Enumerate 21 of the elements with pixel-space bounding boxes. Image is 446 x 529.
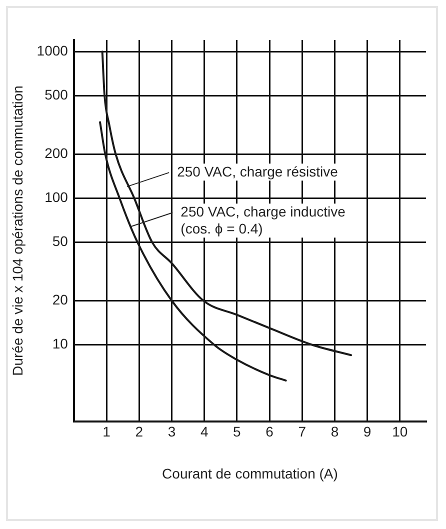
annotation: 250 VAC, charge résistive bbox=[177, 163, 338, 180]
y-tick-label: 100 bbox=[44, 189, 68, 206]
x-tick-label: 9 bbox=[363, 424, 372, 440]
x-tick-label: 4 bbox=[200, 424, 208, 440]
y-axis-title: Durée de vie x 104 opérations de commutation bbox=[9, 86, 26, 376]
x-tick-label: 1 bbox=[102, 424, 111, 440]
y-tick-label: 200 bbox=[44, 144, 68, 161]
x-tick-label: 3 bbox=[168, 424, 176, 440]
y-tick-label: 50 bbox=[52, 233, 68, 250]
y-tick-label: 20 bbox=[52, 291, 68, 308]
y-tick-label: 1000 bbox=[36, 42, 68, 58]
x-axis-title: Courant de commutation (A) bbox=[162, 465, 338, 482]
annotation: 250 VAC, charge inductive (cos. ϕ = 0.4) bbox=[180, 203, 346, 236]
x-tick-label: 6 bbox=[266, 424, 274, 440]
x-tick-label: 7 bbox=[298, 424, 306, 440]
y-tick-label: 500 bbox=[44, 86, 68, 103]
x-tick-label: 10 bbox=[392, 424, 408, 440]
y-tick-label: 10 bbox=[52, 336, 68, 352]
x-tick-label: 8 bbox=[330, 424, 339, 440]
x-tick-label: 2 bbox=[135, 424, 144, 440]
x-tick-label: 5 bbox=[233, 424, 242, 440]
